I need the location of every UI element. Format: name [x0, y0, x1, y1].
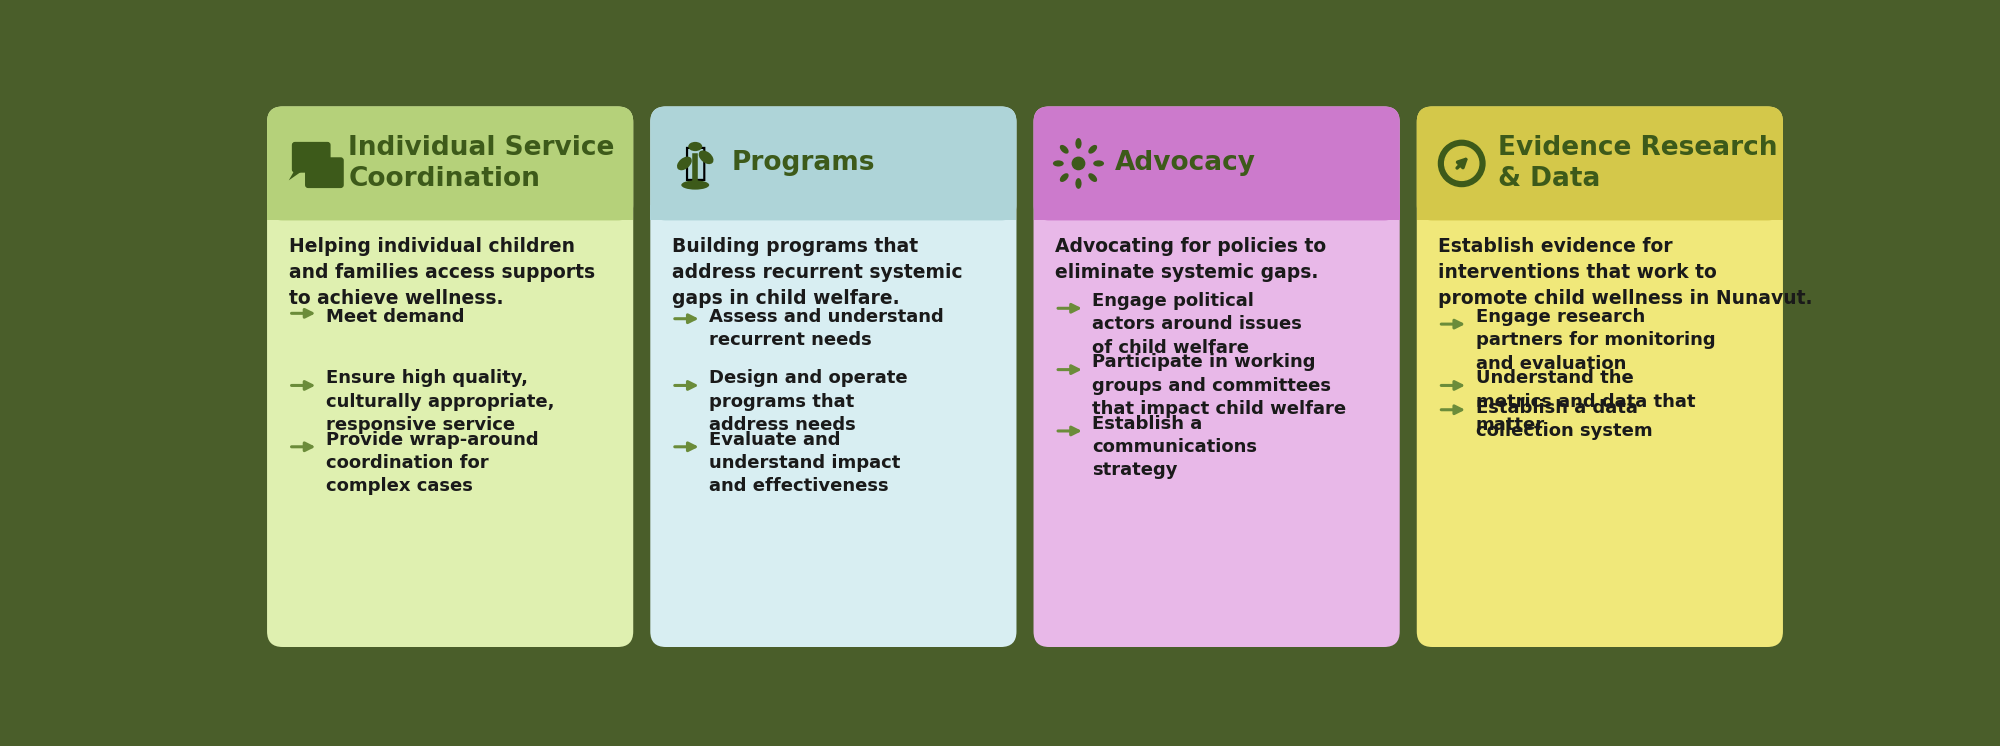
Bar	[1416, 205, 1782, 220]
Text: Advocacy: Advocacy	[1114, 151, 1256, 177]
Circle shape	[1072, 157, 1084, 169]
FancyBboxPatch shape	[1416, 107, 1782, 647]
Ellipse shape	[1088, 173, 1098, 182]
Circle shape	[1438, 140, 1484, 186]
Text: Individual Service
Coordination: Individual Service Coordination	[348, 135, 614, 192]
FancyBboxPatch shape	[650, 107, 1016, 220]
FancyBboxPatch shape	[1416, 107, 1782, 220]
FancyBboxPatch shape	[306, 157, 344, 188]
Ellipse shape	[676, 157, 692, 170]
Text: Provide wrap-around
coordination for
complex cases: Provide wrap-around coordination for com…	[326, 430, 538, 495]
Bar	[268, 205, 634, 220]
FancyBboxPatch shape	[268, 107, 634, 220]
Text: Engage political
actors around issues
of child welfare: Engage political actors around issues of…	[1092, 292, 1302, 357]
Text: Programs: Programs	[732, 151, 876, 177]
FancyBboxPatch shape	[292, 142, 330, 172]
Ellipse shape	[1076, 138, 1082, 148]
Text: Assess and understand
recurrent needs: Assess and understand recurrent needs	[710, 308, 944, 349]
Text: Establish a data
collection system: Establish a data collection system	[1476, 399, 1652, 440]
Polygon shape	[288, 169, 304, 181]
FancyBboxPatch shape	[650, 107, 1016, 647]
Text: Building programs that
address recurrent systemic
gaps in child welfare.: Building programs that address recurrent…	[672, 237, 962, 308]
Ellipse shape	[1060, 173, 1068, 182]
Ellipse shape	[698, 151, 714, 164]
Circle shape	[1444, 146, 1478, 181]
Text: Design and operate
programs that
address needs: Design and operate programs that address…	[710, 369, 908, 434]
Text: Meet demand: Meet demand	[326, 308, 464, 326]
Text: Evaluate and
understand impact
and effectiveness: Evaluate and understand impact and effec…	[710, 430, 900, 495]
Ellipse shape	[682, 181, 710, 189]
Text: Establish evidence for
interventions that work to
promote child wellness in Nuna: Establish evidence for interventions tha…	[1438, 237, 1812, 308]
FancyBboxPatch shape	[1034, 107, 1400, 220]
Ellipse shape	[688, 142, 702, 151]
FancyBboxPatch shape	[1034, 107, 1400, 647]
FancyBboxPatch shape	[268, 107, 634, 647]
Ellipse shape	[1052, 160, 1064, 166]
Ellipse shape	[1094, 160, 1104, 166]
Text: Establish a
communications
strategy: Establish a communications strategy	[1092, 415, 1258, 480]
Text: Ensure high quality,
culturally appropriate,
responsive service: Ensure high quality, culturally appropri…	[326, 369, 554, 434]
Ellipse shape	[1060, 145, 1068, 154]
Text: 🌿: 🌿	[684, 145, 706, 183]
Text: Helping individual children
and families access supports
to achieve wellness.: Helping individual children and families…	[288, 237, 594, 308]
Text: Advocating for policies to
eliminate systemic gaps.: Advocating for policies to eliminate sys…	[1056, 237, 1326, 282]
Text: Participate in working
groups and committees
that impact child welfare: Participate in working groups and commit…	[1092, 354, 1346, 418]
Ellipse shape	[1088, 145, 1098, 154]
Text: Evidence Research
& Data: Evidence Research & Data	[1498, 135, 1778, 192]
Text: Understand the
metrics and data that
matter: Understand the metrics and data that mat…	[1476, 369, 1696, 434]
Text: Engage research
partners for monitoring
and evaluation: Engage research partners for monitoring …	[1476, 308, 1716, 372]
Bar	[1034, 205, 1400, 220]
Ellipse shape	[1076, 178, 1082, 189]
Bar	[650, 205, 1016, 220]
